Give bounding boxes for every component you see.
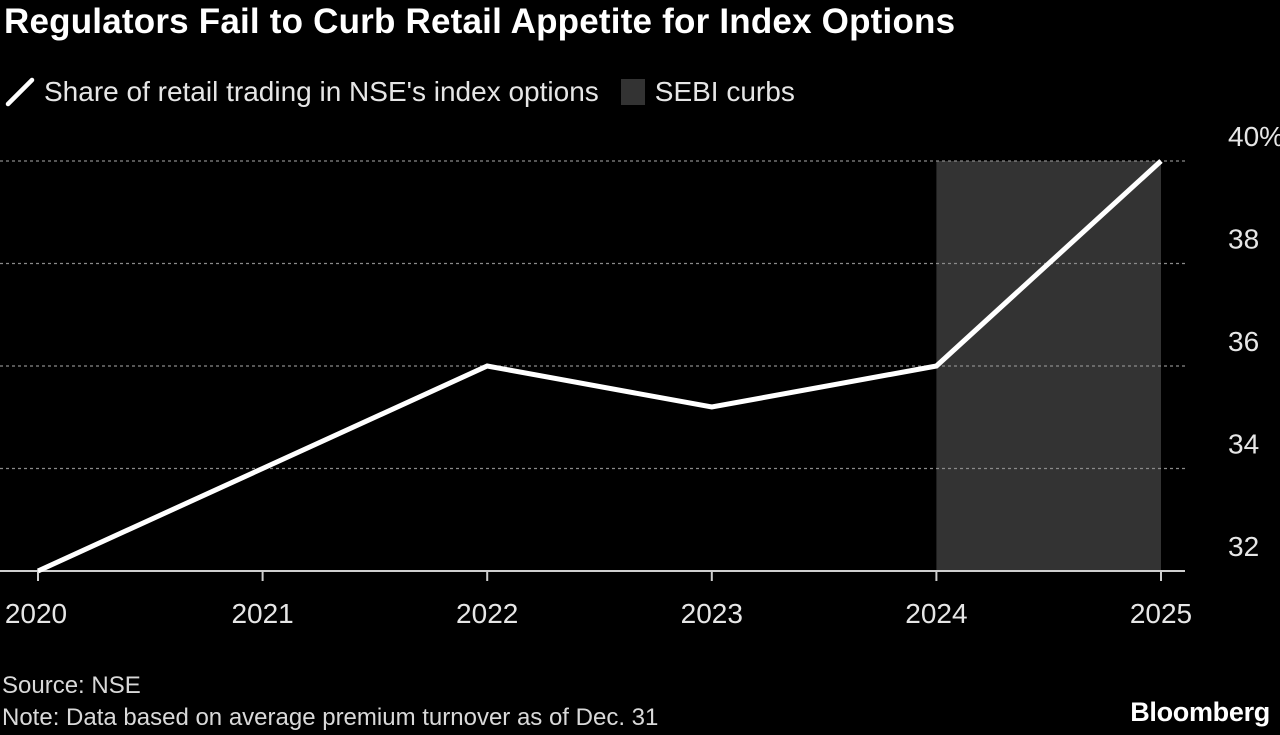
y-tick-label: 36: [1228, 326, 1259, 357]
x-tick-label: 2025: [1130, 598, 1192, 629]
legend: Share of retail trading in NSE's index o…: [4, 72, 817, 112]
source-note: Source: NSE: [2, 672, 141, 699]
x-tick-label: 2023: [681, 598, 743, 629]
legend-series-label: Share of retail trading in NSE's index o…: [44, 76, 599, 107]
data-note: Note: Data based on average premium turn…: [2, 704, 659, 731]
x-tick-label: 2024: [905, 598, 967, 629]
y-tick-label: 40%: [1228, 121, 1280, 152]
x-tick-label: 2020: [5, 598, 67, 629]
shaded-region-sebi-curbs: [936, 161, 1161, 571]
chart-title: Regulators Fail to Curb Retail Appetite …: [4, 2, 956, 41]
y-tick-label: 32: [1228, 531, 1259, 562]
x-tick-label: 2021: [231, 598, 293, 629]
legend-item-series: Share of retail trading in NSE's index o…: [4, 76, 599, 108]
y-tick-label: 34: [1228, 429, 1259, 460]
series-line: [36, 159, 1163, 574]
footer: Source: NSE Note: Data based on average …: [2, 670, 658, 734]
legend-line-icon: [5, 77, 35, 107]
legend-item-shade: SEBI curbs: [620, 76, 795, 108]
x-tick-label: 2022: [456, 598, 518, 629]
bloomberg-logo: Bloomberg: [1130, 697, 1270, 727]
legend-shade-label: SEBI curbs: [654, 76, 795, 107]
legend-shade-swatch: [620, 79, 645, 105]
y-tick-label: 38: [1228, 224, 1259, 255]
